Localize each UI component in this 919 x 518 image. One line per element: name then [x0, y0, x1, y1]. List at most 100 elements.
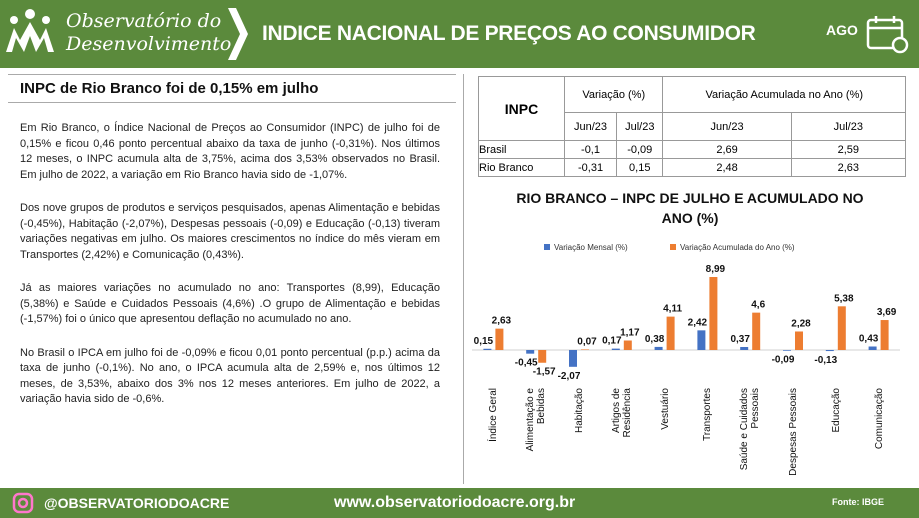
x-tick-label: Transportes — [701, 388, 713, 441]
bar — [611, 348, 620, 350]
logo-text: Observatório do Desenvolvimento — [66, 10, 231, 56]
legend-swatch — [544, 244, 550, 250]
data-label: 2,42 — [688, 317, 708, 328]
bar — [666, 316, 675, 350]
bar — [825, 350, 834, 352]
logo-line: Desenvolvimento — [66, 33, 232, 55]
chart-title-box: RIO BRANCO – INPC DE JULHO E ACUMULADO N… — [516, 190, 864, 226]
data-label: 2,28 — [791, 318, 811, 329]
data-label: 0,37 — [730, 334, 750, 345]
subheader: Jun/23 — [662, 112, 792, 141]
chart-title: RIO BRANCO – INPC DE JULHO E ACUMULADO N… — [516, 190, 864, 226]
x-tick-label: Educação — [830, 388, 842, 433]
bar — [654, 346, 663, 350]
calendar-icon — [866, 16, 909, 54]
data-label: -1,57 — [533, 367, 556, 378]
x-tick-label: Habitação — [573, 388, 585, 434]
separator — [463, 74, 464, 484]
table-cell: 2,63 — [790, 158, 907, 177]
bar — [623, 340, 632, 350]
data-label: -0,09 — [772, 355, 795, 366]
bar — [538, 350, 547, 363]
bar — [526, 350, 535, 354]
data-label: 0,15 — [474, 336, 494, 347]
table-corner: INPC — [478, 76, 565, 141]
bar — [483, 348, 492, 350]
bar — [795, 331, 803, 350]
separator — [8, 74, 456, 75]
row-label: Rio Branco — [478, 158, 565, 177]
data-label: -0,13 — [814, 355, 837, 366]
article-body: Em Rio Branco, o Índice Nacional de Preç… — [20, 121, 440, 426]
table-cell: 2,59 — [790, 140, 907, 159]
legend-label: Variação Acumulada do Ano (%) — [680, 243, 795, 252]
x-tick-label: Índice Geral — [487, 388, 499, 442]
x-tick-label: Artigos de Residência — [610, 388, 633, 438]
table-cell: -0,09 — [616, 140, 664, 159]
x-tick-label: Alimentação e Bebidas — [525, 388, 548, 452]
subheader: Jul/23 — [790, 112, 907, 141]
logo-line: Observatório do — [66, 10, 222, 32]
paragraph: No Brasil o IPCA em julho foi de -0,09% … — [20, 346, 440, 406]
data-table: INPC Variação (%) Variação Acumulada no … — [478, 76, 907, 177]
subheader: Jun/23 — [563, 112, 618, 141]
data-label: 5,38 — [834, 293, 854, 304]
header: Observatório do Desenvolvimento INDICE N… — [0, 0, 919, 68]
row-label: Brasil — [478, 140, 565, 159]
data-label: 0,43 — [859, 334, 879, 345]
bar — [880, 320, 889, 350]
table-cell: 2,48 — [662, 158, 792, 177]
legend-swatch — [670, 244, 676, 250]
month: AGO — [826, 22, 858, 38]
header-title: INDICE NACIONAL DE PREÇOS AO CONSUMIDOR — [262, 22, 756, 45]
website: www.observatoriodoacre.org.br — [334, 494, 576, 511]
table-cell: 0,15 — [616, 158, 664, 177]
bar — [495, 328, 504, 350]
bar — [752, 312, 761, 350]
data-label: 1,17 — [620, 327, 640, 338]
header-graphics — [6, 8, 909, 60]
data-label: 2,63 — [492, 316, 512, 327]
instagram-icon — [12, 492, 34, 514]
bar — [581, 349, 589, 350]
bar — [837, 306, 846, 350]
social-handle: @OBSERVATORIODOACRE — [44, 495, 230, 511]
x-tick-label: Saúde e Cuidados Pessoais — [739, 388, 762, 471]
chevron — [228, 8, 248, 60]
data-label: 0,38 — [645, 334, 665, 345]
footer: @OBSERVATORIODOACRE www.observatoriodoac… — [0, 488, 919, 518]
article-heading: INPC de Rio Branco foi de 0,15% em julho — [20, 80, 319, 97]
bar — [740, 346, 749, 350]
group-header: Variação (%) — [563, 76, 664, 113]
paragraph: Em Rio Branco, o Índice Nacional de Preç… — [20, 122, 440, 181]
x-tick-label: Vestuário — [659, 388, 671, 430]
x-tick-label: Despesas Pessoais — [787, 388, 799, 476]
chart: RIO BRANCO – INPC DE JULHO E ACUMULADO N… — [472, 190, 900, 382]
paragraph: Já as maiores variações no acumulado no … — [20, 282, 440, 325]
source: Fonte: IBGE — [832, 497, 884, 507]
data-label: 4,11 — [663, 304, 682, 315]
table-cell: 2,69 — [662, 140, 792, 159]
bar — [569, 350, 577, 367]
bar — [868, 346, 877, 350]
table-cell: -0,31 — [563, 158, 618, 177]
paragraph: Dos nove grupos de produtos e serviços p… — [20, 202, 440, 261]
data-label: 0,17 — [602, 336, 622, 347]
bar — [783, 350, 791, 351]
data-label: 3,69 — [877, 307, 897, 318]
bar — [709, 277, 718, 350]
group-header: Variação Acumulada no Ano (%) — [662, 76, 906, 113]
subheader: Jul/23 — [616, 112, 664, 141]
bar — [697, 330, 706, 350]
data-label: 8,99 — [706, 264, 726, 275]
data-label: -0,45 — [515, 358, 538, 369]
data-label: 0,07 — [577, 336, 597, 347]
x-tick-label: Comunicação — [873, 388, 885, 450]
legend-label: Variação Mensal (%) — [554, 243, 628, 252]
data-label: -2,07 — [558, 371, 581, 382]
separator — [8, 102, 456, 103]
table-cell: -0,1 — [563, 140, 618, 159]
data-label: 4,6 — [751, 300, 765, 311]
logo-icon — [6, 9, 54, 52]
